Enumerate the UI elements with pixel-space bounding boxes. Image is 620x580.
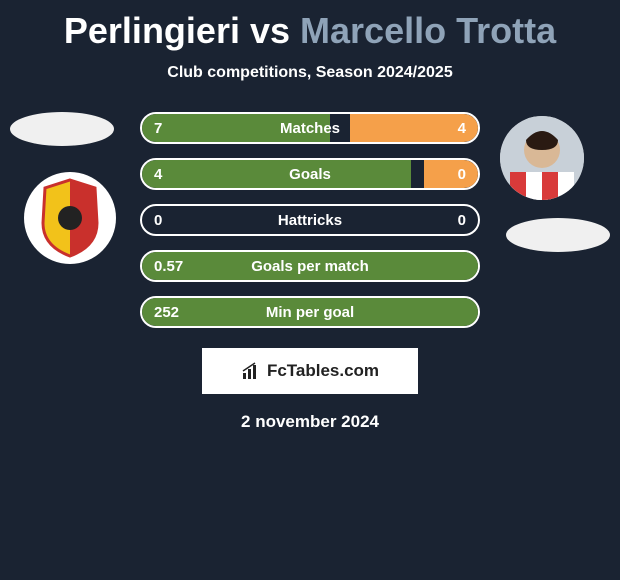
player2-club-crest-placeholder (506, 218, 610, 252)
stat-row: 74Matches (140, 112, 480, 144)
stat-bars: 74Matches 40Goals 00Hattricks 0.57Goals per… (140, 112, 480, 328)
site-logo[interactable]: FcTables.com (202, 348, 418, 394)
logo-text: FcTables.com (267, 361, 379, 381)
stat-label: Matches (142, 120, 478, 137)
stat-label: Hattricks (142, 212, 478, 229)
comparison-title: Perlingieri vs Marcello Trotta (0, 0, 620, 52)
player1-name: Perlingieri (64, 10, 240, 51)
stat-row: 252Min per goal (140, 296, 480, 328)
stat-row: 40Goals (140, 158, 480, 190)
content-area: 74Matches 40Goals 00Hattricks 0.57Goals per… (0, 112, 620, 432)
player1-club-crest (24, 172, 116, 264)
stat-row: 00Hattricks (140, 204, 480, 236)
stat-label: Goals per match (142, 258, 478, 275)
stat-row: 0.57Goals per match (140, 250, 480, 282)
stat-label: Goals (142, 166, 478, 183)
player1-photo-placeholder (10, 112, 114, 146)
chart-icon (241, 361, 261, 381)
snapshot-date: 2 november 2024 (0, 412, 620, 432)
player2-photo (500, 116, 584, 200)
subtitle: Club competitions, Season 2024/2025 (0, 64, 620, 82)
player2-name: Marcello Trotta (300, 10, 556, 51)
stat-label: Min per goal (142, 304, 478, 321)
crest-shield-icon (24, 172, 116, 264)
vs-label: vs (250, 10, 290, 51)
